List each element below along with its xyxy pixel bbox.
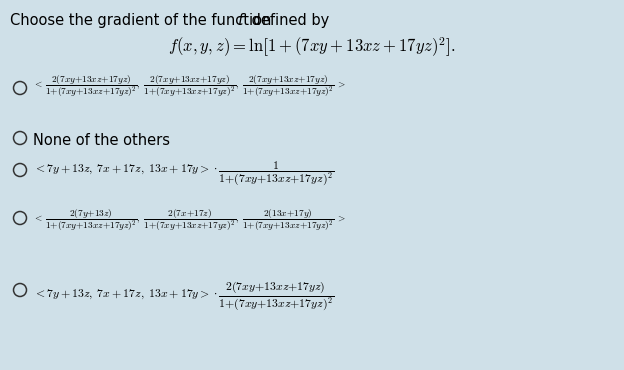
Text: Choose the gradient of the function: Choose the gradient of the function [10,13,276,28]
Text: defined by: defined by [247,13,329,28]
Text: $<\, \dfrac{2(7y{+}13z)}{1{+}(7xy{+}13xz{+}17yz)^2},\;\dfrac{2(7x{+}17z)}{1{+}(7: $<\, \dfrac{2(7y{+}13z)}{1{+}(7xy{+}13xz… [33,207,346,233]
Text: f: f [238,13,243,28]
Text: $< 7y + 13z,\; 7x + 17z,\; 13x + 17y > \cdot\dfrac{1}{1{+}(7xy{+}13xz{+}17yz)^2}: $< 7y + 13z,\; 7x + 17z,\; 13x + 17y > \… [33,160,334,188]
Text: $<\, \dfrac{2(7xy{+}13xz{+}17yz)}{1{+}(7xy{+}13xz{+}17yz)^2},\;\dfrac{2(7xy{+}13: $<\, \dfrac{2(7xy{+}13xz{+}17yz)}{1{+}(7… [33,73,346,99]
Text: None of the others: None of the others [33,133,170,148]
Text: $< 7y + 13z,\; 7x + 17z,\; 13x + 17y > \cdot\dfrac{2(7xy{+}13xz{+}17yz)}{1{+}(7x: $< 7y + 13z,\; 7x + 17z,\; 13x + 17y > \… [33,280,334,313]
Text: $f(x, y, z)= \ln\!\left[1 + (7xy + 13xz + 17yz)^2\right].$: $f(x, y, z)= \ln\!\left[1 + (7xy + 13xz … [168,36,456,60]
